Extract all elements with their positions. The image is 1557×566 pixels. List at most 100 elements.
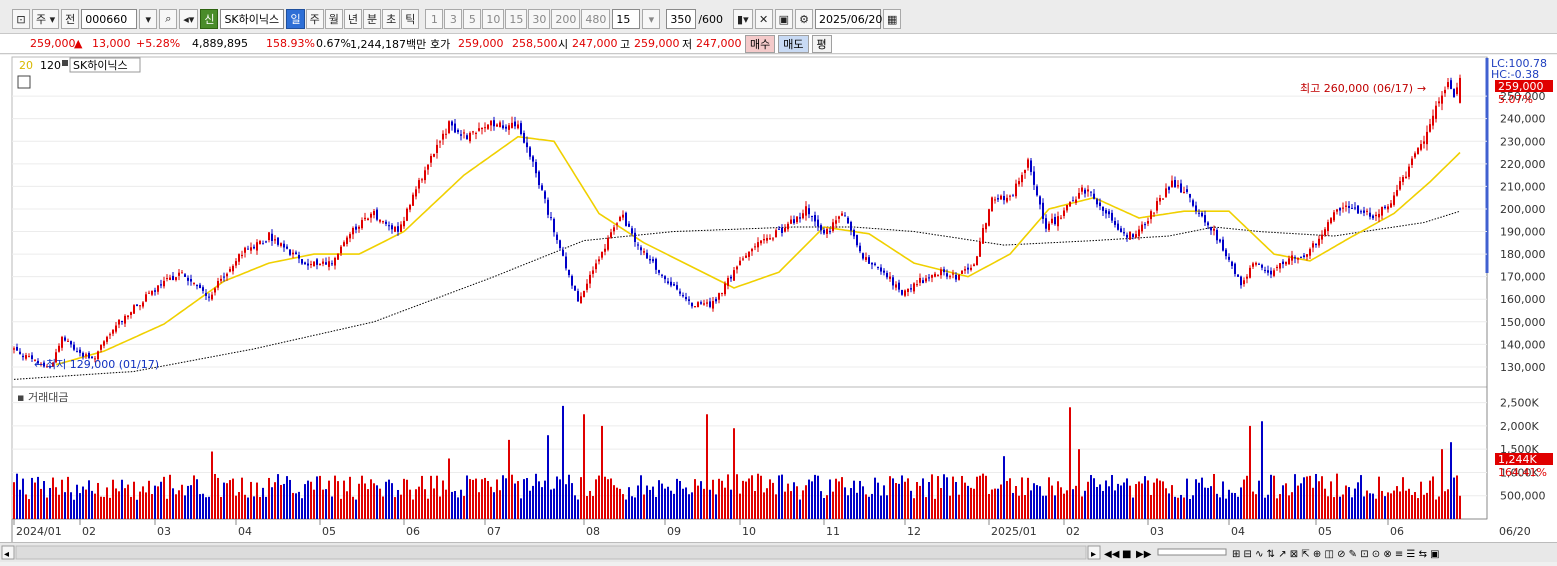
volume-bar (601, 425, 603, 519)
candle-body (211, 294, 213, 300)
interval-input[interactable]: 15 (612, 9, 641, 29)
zoom-slider[interactable] (1157, 548, 1227, 556)
volume-bar (1132, 497, 1134, 519)
candle-body (472, 131, 474, 133)
volume-bar (913, 498, 915, 519)
volume-bar (415, 489, 417, 519)
legend-square-icon (62, 60, 68, 66)
tab-period-6[interactable]: 틱 (401, 9, 420, 29)
interval-button-15[interactable]: 15 (505, 9, 528, 29)
candle-body (1129, 231, 1131, 240)
tab-period-1[interactable]: 주 (305, 9, 324, 29)
low-price: 247,000 (696, 37, 742, 50)
candle-body (1183, 191, 1185, 193)
interval-button-1[interactable]: 1 (425, 9, 444, 29)
candle-body (583, 290, 585, 297)
candle-body (478, 128, 480, 131)
volume-bar (1285, 483, 1287, 519)
tab-period-4[interactable]: 분 (362, 9, 382, 29)
rewind-icon[interactable]: ◀◀ (1104, 549, 1120, 560)
candle-body (853, 229, 855, 237)
scroll-left-button[interactable] (1, 545, 15, 560)
scroll-bar[interactable]: ◂ ▸ ◀◀ ■ ▶▶ ⊞ ⊟ ∿ ⇅ ↗ ⊠ ⇱ ⊕ ◫ ⊘ ✎ ⊡ ⊙ ⊗ … (0, 542, 1557, 562)
tab-period-5[interactable]: 초 (382, 9, 401, 29)
volume-bar (814, 474, 816, 519)
volume-bar (409, 489, 411, 519)
volume-bar (754, 490, 756, 519)
scroll-track[interactable] (15, 545, 1087, 560)
candle-body (1114, 220, 1116, 225)
layout-icon[interactable]: ⊡ (12, 9, 30, 29)
volume-bar (1360, 475, 1362, 519)
code-input[interactable]: 000660 (81, 9, 138, 29)
candle-body (631, 228, 633, 234)
candle-body (232, 265, 234, 272)
volume-bar (823, 498, 825, 519)
volume-bar (463, 495, 465, 519)
date-input[interactable]: 2025/06/20 (815, 9, 882, 29)
calendar-icon[interactable]: ▦ (883, 9, 902, 29)
candle-body (1417, 148, 1419, 154)
volume-bar (397, 489, 399, 519)
volume-bar (694, 479, 696, 519)
interval-button-480[interactable]: 480 (581, 9, 611, 29)
volume-bar (1126, 478, 1128, 519)
sell-button[interactable]: 매도 (778, 34, 809, 53)
period-select[interactable]: 주 ▾ (32, 9, 60, 29)
buy-button[interactable]: 매수 (745, 34, 776, 53)
candle-body (1444, 89, 1446, 94)
count-input[interactable]: 350 (666, 9, 697, 29)
crosshair-icon[interactable]: ✕ (754, 9, 773, 29)
tool-icons[interactable]: ⊞ ⊟ ∿ ⇅ ↗ ⊠ ⇱ ⊕ ◫ ⊘ ✎ ⊡ ⊙ ⊗ ≡ ☰ ⇆ ▣ (1232, 549, 1440, 560)
candle-body (1270, 270, 1272, 275)
gear-icon[interactable]: ⚙ (795, 9, 814, 29)
chevron-down-icon[interactable]: ▾ (139, 9, 158, 29)
candle-body (409, 205, 411, 210)
candle-icon[interactable]: ▮▾ (733, 9, 753, 29)
candle-body (817, 219, 819, 227)
candle-body (484, 127, 486, 129)
volume-bar (106, 487, 108, 519)
average-button[interactable]: 평 (811, 34, 832, 53)
save-icon[interactable]: ▣ (774, 9, 794, 29)
tab-period-2[interactable]: 월 (324, 9, 343, 29)
volume-bar (124, 488, 126, 519)
stop-icon[interactable]: ■ (1122, 549, 1131, 560)
volume-bar (535, 473, 537, 519)
fast-forward-icon[interactable]: ▶▶ (1136, 549, 1152, 560)
interval-button-5[interactable]: 5 (463, 9, 482, 29)
interval-button-10[interactable]: 10 (482, 9, 505, 29)
candle-body (415, 189, 417, 197)
tab-period-3[interactable]: 년 (343, 9, 362, 29)
price-tick-label: 240,000 (1500, 113, 1546, 126)
volume-bar (358, 483, 360, 519)
tab-period-0[interactable]: 일 (286, 9, 305, 29)
volume-bar (346, 491, 348, 519)
candle-body (679, 291, 681, 294)
interval-button-3[interactable]: 3 (444, 9, 463, 29)
prev-button[interactable]: 전 (61, 9, 80, 29)
candle-body (1351, 207, 1353, 209)
interval-button-30[interactable]: 30 (528, 9, 551, 29)
chevron-down-icon[interactable]: ▾ (642, 9, 661, 29)
credit-button[interactable]: 신 (200, 9, 219, 29)
grid-icon[interactable] (17, 75, 31, 89)
volume-bar (166, 498, 168, 519)
volume-bar (991, 489, 993, 519)
scroll-right-button[interactable] (1087, 545, 1101, 560)
volume-bar (655, 496, 657, 519)
volume-bar (49, 487, 51, 519)
speaker-icon[interactable]: ◂▾ (179, 9, 199, 29)
volume-bar (964, 482, 966, 519)
volume-bar (472, 479, 474, 519)
volume-bar (850, 488, 852, 519)
last-pct-label: 5.07% (1498, 93, 1533, 106)
search-icon[interactable]: ⌕ (159, 9, 178, 29)
candle-body (874, 263, 876, 265)
chevron-left-icon: ◂ (4, 549, 9, 560)
interval-button-200[interactable]: 200 (551, 9, 581, 29)
candle-body (640, 247, 642, 251)
candle-body (418, 180, 420, 189)
volume-bar (457, 497, 459, 519)
x-tick-label: 2025/01 (991, 525, 1037, 538)
